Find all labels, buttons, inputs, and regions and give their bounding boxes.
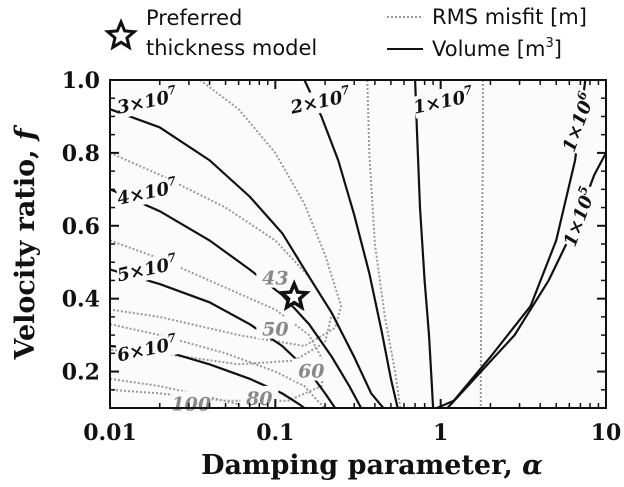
volume-label-bg	[115, 332, 181, 367]
volume-label-bg	[115, 84, 181, 119]
misfit-contour-label: 50	[262, 319, 288, 341]
legend-misfit-label: RMS misfit [m]	[432, 5, 587, 29]
volume-label-bg	[115, 175, 181, 210]
volume-contour-5	[414, 79, 435, 409]
x-tick-label: 0.1	[256, 420, 294, 446]
legend-preferred-line2: thickness model	[146, 36, 317, 60]
x-tick-label: 1	[433, 420, 448, 446]
volume-label-bg	[115, 251, 181, 287]
axis-ticks: 0.01 0.1 1 10 0.2 0.4 0.6 0.8 1.0	[62, 68, 622, 446]
y-tick-label: 0.6	[62, 214, 100, 240]
y-tick-label: 1.0	[62, 68, 100, 94]
x-tick-label: 0.01	[83, 420, 137, 446]
y-axis-label: Velocity ratio, f	[10, 124, 41, 360]
volume-contour-1	[303, 79, 399, 409]
misfit-contour-label: 100	[171, 393, 211, 415]
misfit-contour-label: 43	[262, 268, 288, 290]
misfit-label-bg	[256, 265, 295, 288]
legend-preferred-line1: Preferred	[146, 6, 242, 30]
x-tick-label: 10	[591, 420, 622, 446]
volume-contour-0	[109, 108, 385, 409]
misfit-contour-3	[109, 323, 326, 409]
misfit-contour-5	[366, 79, 402, 409]
volume-contour-7	[446, 152, 607, 409]
y-tick-label: 0.2	[62, 360, 100, 386]
legend-volume-label: Volume [m3]	[432, 36, 562, 61]
volume-label-bg	[288, 84, 355, 119]
volume-label-bg	[411, 84, 477, 119]
legend: Preferred thickness model RMS misfit [m]…	[103, 5, 587, 61]
misfit-contour-0	[109, 79, 343, 348]
preferred-model-marker	[277, 279, 311, 312]
y-tick-label: 0.4	[62, 287, 100, 313]
plot-background	[110, 80, 606, 408]
x-axis-label: Damping parameter, α	[201, 450, 543, 481]
misfit-contour-label: 60	[298, 361, 324, 383]
misfit-contour-label: 80	[245, 388, 272, 410]
misfit-label-bg	[292, 358, 331, 381]
misfit-label-bg	[240, 385, 279, 408]
preferred-model-star-icon	[103, 18, 139, 51]
volume-label-bg	[559, 183, 601, 250]
volume-label-bg	[558, 88, 600, 155]
misfit-contour-6	[479, 80, 484, 408]
y-tick-label: 0.8	[62, 141, 100, 167]
misfit-label-bg	[256, 316, 295, 339]
